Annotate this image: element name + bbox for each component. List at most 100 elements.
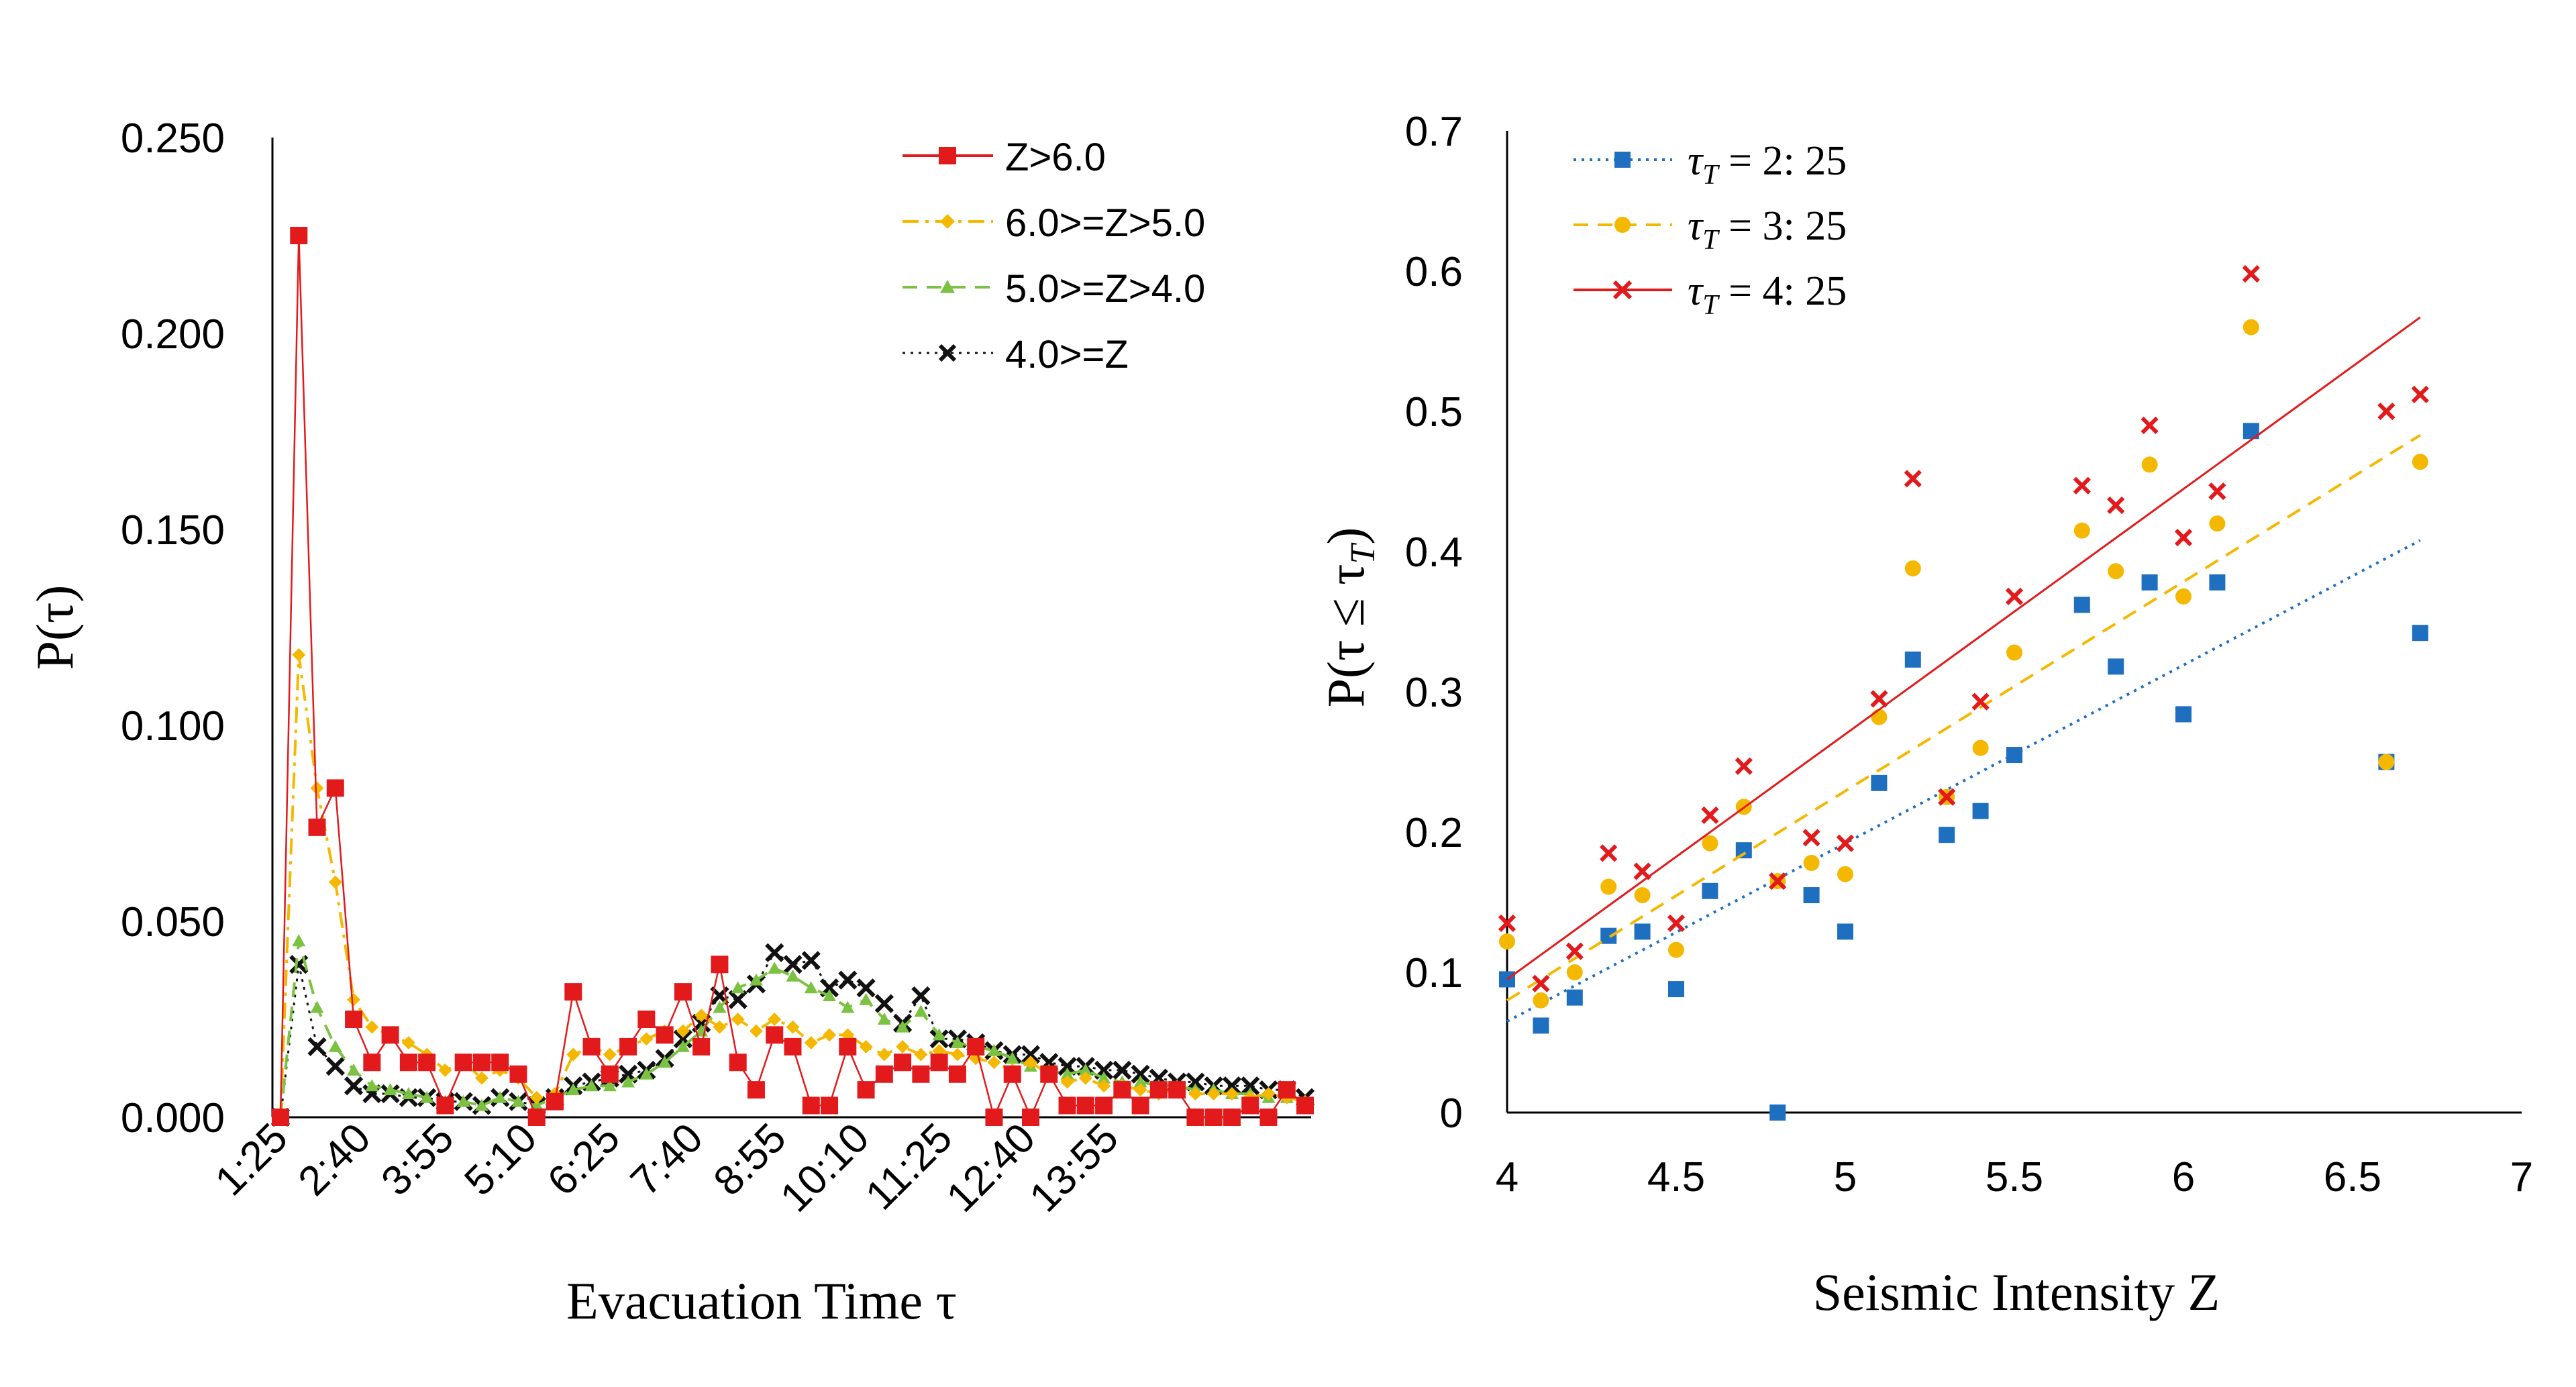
left-data-point	[325, 1056, 345, 1076]
right-data-point	[1668, 981, 1684, 998]
left-legend-item: Z>6.0	[903, 136, 1106, 179]
right-legend-label: τT = 4: 25	[1688, 268, 1847, 321]
left-data-point	[823, 1028, 837, 1042]
left-x-axis-title: Evacuation Time τ	[566, 1272, 957, 1330]
left-data-point	[564, 983, 582, 1001]
left-data-point	[694, 1009, 709, 1023]
left-data-point	[768, 962, 782, 974]
left-data-point	[418, 1054, 436, 1072]
left-data-point	[399, 1054, 417, 1072]
left-data-point	[456, 1094, 470, 1107]
left-data-point	[292, 648, 306, 662]
left-y-tick-label: 0.150	[121, 507, 225, 554]
right-data-point-stroke-b	[1769, 872, 1787, 890]
left-data-point	[914, 1047, 928, 1062]
left-data-point	[639, 1032, 654, 1046]
left-data-point	[347, 1063, 361, 1076]
right-legend-item: τT = 4: 25	[1574, 268, 1847, 321]
right-trend-line	[1506, 539, 2421, 1023]
right-data-point	[2175, 588, 2192, 605]
left-data-point	[766, 1026, 784, 1044]
right-legend-label-sub: T	[1702, 225, 1720, 256]
left-data-point	[1259, 1109, 1278, 1126]
left-data-point	[1241, 1096, 1259, 1115]
right-x-tick-label: 7	[2510, 1154, 2533, 1200]
left-legend-label: Z>6.0	[1005, 136, 1106, 179]
left-data-point	[911, 986, 931, 1006]
left-x-tick-label: 10:10	[772, 1115, 878, 1221]
left-data-point	[292, 934, 306, 947]
left-data-point	[1186, 1109, 1204, 1126]
right-y-tick-label: 0.4	[1405, 529, 1463, 576]
left-data-point	[914, 1005, 928, 1017]
left-data-point	[474, 1098, 488, 1111]
right-data-point	[1600, 878, 1617, 895]
left-legend-label: 4.0>=Z	[1005, 333, 1129, 376]
left-data-point	[823, 988, 837, 1001]
right-data-point	[1600, 927, 1617, 944]
left-data-point	[821, 1096, 839, 1115]
right-data-point	[1533, 1017, 1549, 1034]
left-data-point	[584, 1079, 599, 1092]
right-data-point	[1701, 806, 1719, 825]
left-data-point	[601, 1065, 619, 1083]
left-legend-item: 5.0>=Z>4.0	[903, 267, 1205, 311]
left-data-point	[1278, 1081, 1296, 1099]
right-y-axis-title-sub: T	[1344, 543, 1382, 564]
left-data-point	[932, 1028, 946, 1041]
right-legend-label-value: = 4: 25	[1718, 268, 1847, 314]
left-data-point	[365, 1079, 379, 1092]
right-data-point	[2073, 476, 2091, 495]
left-y-tick-label: 0.100	[121, 703, 225, 750]
left-data-point	[765, 943, 784, 962]
left-data-point	[1040, 1065, 1058, 1083]
left-data-point	[987, 1056, 1001, 1070]
right-data-point-stroke-b	[2242, 265, 2260, 283]
right-data-point-stroke-b	[1870, 690, 1888, 708]
left-data-point	[967, 1037, 985, 1056]
left-data-point	[912, 1065, 930, 1083]
left-legend-item: 4.0>=Z	[903, 333, 1129, 376]
left-data-point	[381, 1026, 399, 1044]
right-data-point-stroke-b	[1938, 788, 1956, 806]
left-data-point	[474, 1071, 488, 1085]
left-data-point	[786, 1020, 800, 1034]
left-data-point	[658, 1056, 672, 1068]
right-data-point	[2243, 319, 2259, 336]
right-data-point-stroke-b	[2005, 587, 2024, 606]
left-data-point	[841, 1000, 855, 1013]
left-data-point	[1078, 1071, 1092, 1085]
right-x-axis-title: Seismic Intensity Z	[1813, 1263, 2220, 1321]
right-data-point	[1600, 844, 1618, 862]
left-data-point-stroke-b	[344, 1076, 364, 1096]
left-data-point	[1113, 1081, 1131, 1099]
right-series-1	[1499, 319, 2428, 1009]
left-data-point	[1222, 1076, 1242, 1096]
right-data-point	[2006, 644, 2022, 661]
left-data-point	[509, 1065, 527, 1083]
left-data-point	[676, 1024, 690, 1038]
left-data-point	[801, 951, 821, 970]
left-data-point	[1060, 1075, 1074, 1089]
right-y-tick-label: 0.1	[1405, 950, 1463, 996]
left-data-point	[344, 1076, 364, 1096]
right-data-point-stroke-b	[2377, 402, 2395, 421]
right-y-tick-label: 0.5	[1405, 389, 1463, 435]
right-x-tick-label: 4	[1496, 1154, 1518, 1200]
left-data-point	[874, 994, 894, 1013]
right-y-tick-label: 0	[1440, 1090, 1463, 1137]
left-data-point	[619, 1037, 637, 1056]
right-y-tick-label: 0.7	[1405, 109, 1463, 155]
right-y-tick-labels: 0 0.1 0.2 0.3 0.4 0.5 0.6 0.7	[1405, 109, 1463, 1137]
left-x-tick-labels: 1:252:403:555:106:257:408:5510:1011:2512…	[207, 1115, 1127, 1221]
left-data-point	[1005, 1051, 1019, 1064]
left-data-point	[1076, 1096, 1094, 1115]
left-data-point-stroke-b	[307, 1037, 327, 1057]
right-data-point	[1634, 923, 1651, 940]
left-data-point	[566, 1047, 580, 1062]
left-data-point	[401, 1036, 415, 1050]
left-data-point	[711, 956, 729, 974]
left-y-axis-title: P(τ)	[25, 585, 84, 670]
right-y-axis-title: P(τ ≤ τT)	[1317, 527, 1382, 708]
left-data-point-stroke-b	[1241, 1076, 1260, 1096]
